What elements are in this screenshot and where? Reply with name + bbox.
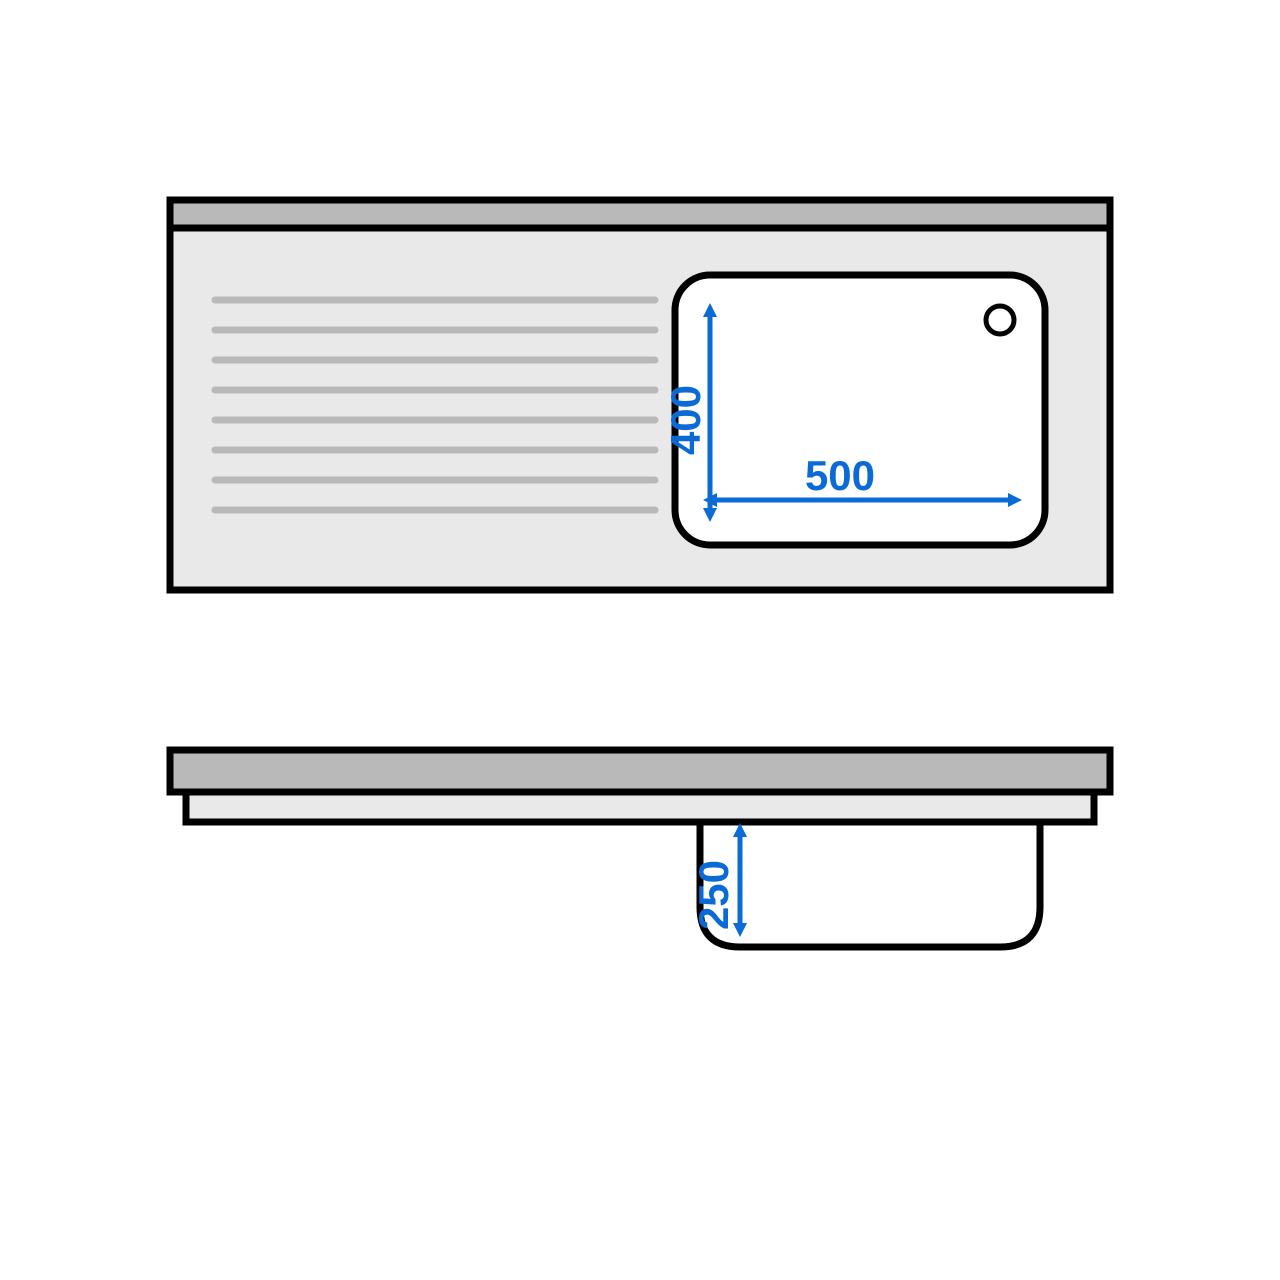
side-view-front-edge — [186, 792, 1094, 822]
dimension-depth-label: 250 — [690, 860, 737, 930]
side-view-back-edge — [170, 750, 1110, 792]
top-view-back-edge — [170, 200, 1110, 228]
side-view-bowl — [700, 822, 1040, 947]
dimension-width-label: 500 — [805, 452, 875, 499]
dimension-height-label: 400 — [662, 385, 709, 455]
sink-technical-drawing: 500 400 250 — [0, 0, 1280, 1280]
top-view-basin — [675, 275, 1045, 545]
